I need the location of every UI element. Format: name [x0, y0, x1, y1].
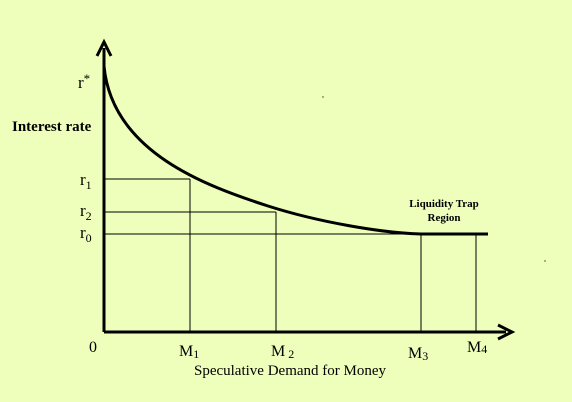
x-axis-label: Speculative Demand for Money: [194, 363, 387, 379]
x-axis-arrowhead: [497, 323, 516, 341]
y-marker-r-star: r*: [78, 71, 90, 92]
y-axis-label: Interest rate: [12, 119, 92, 135]
y-axis-arrowhead: [95, 38, 113, 57]
speck: [322, 96, 324, 98]
x-marker-m4: M4: [467, 339, 487, 356]
origin-label: 0: [89, 339, 97, 356]
liquidity-preference-curve: [102, 65, 488, 236]
liquidity-trap-label-line2: Region: [428, 212, 461, 224]
y-marker-r2: r2: [80, 201, 92, 223]
x-marker-m3: M3: [408, 345, 428, 363]
speck: [544, 260, 546, 262]
y-marker-r1: r1: [80, 170, 92, 192]
liquidity-trap-label-line1: Liquidity Trap: [409, 198, 479, 210]
y-marker-r0: r0: [80, 223, 92, 245]
x-marker-m1: M1: [179, 343, 199, 361]
